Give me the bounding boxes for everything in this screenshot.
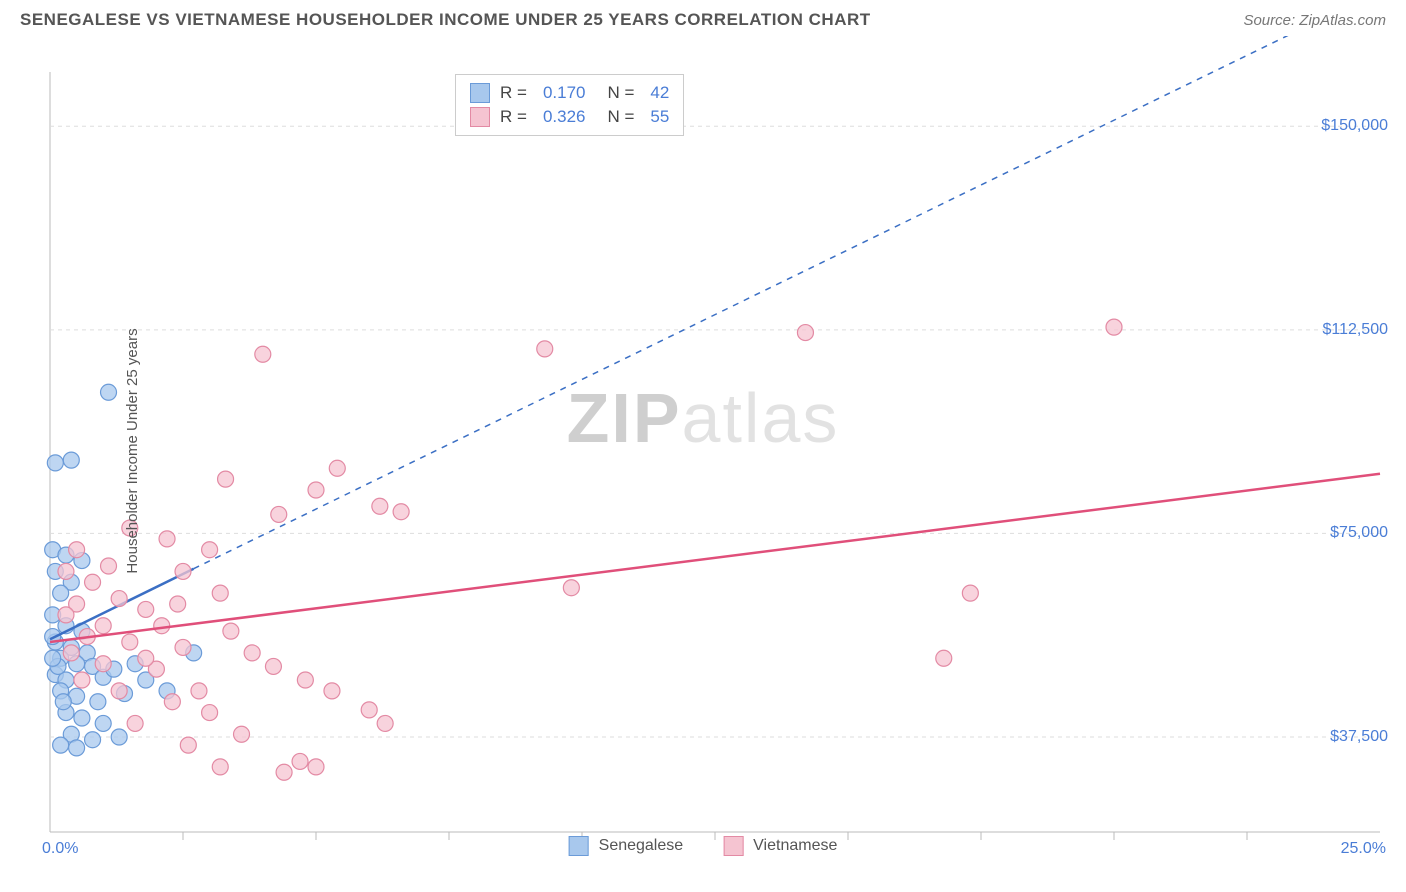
swatch-vietnamese [723, 836, 743, 856]
x-axis-max-label: 25.0% [1341, 840, 1386, 858]
y-tick-label: $150,000 [1321, 117, 1388, 135]
legend-label: Vietnamese [753, 837, 837, 855]
x-axis-min-label: 0.0% [42, 840, 78, 858]
legend-series: Senegalese Vietnamese [569, 836, 838, 856]
y-tick-label: $112,500 [1322, 321, 1388, 339]
legend-stats-row: R = 0.170 N = 42 [470, 81, 669, 105]
source-label: Source: ZipAtlas.com [1243, 12, 1386, 29]
n-value-1: 55 [650, 107, 669, 127]
y-tick-label: $75,000 [1330, 524, 1388, 542]
scatter-plot [0, 36, 1406, 866]
r-value-0: 0.170 [543, 83, 586, 103]
chart-area: Householder Income Under 25 years ZIPatl… [0, 36, 1406, 866]
chart-title: SENEGALESE VS VIETNAMESE HOUSEHOLDER INC… [20, 10, 871, 30]
n-value-0: 42 [650, 83, 669, 103]
legend-item: Senegalese [569, 836, 684, 856]
y-tick-label: $37,500 [1330, 728, 1388, 746]
swatch-senegalese [569, 836, 589, 856]
legend-stats: R = 0.170 N = 42 R = 0.326 N = 55 [455, 74, 684, 136]
header: SENEGALESE VS VIETNAMESE HOUSEHOLDER INC… [0, 0, 1406, 36]
r-value-1: 0.326 [543, 107, 586, 127]
y-axis-label: Householder Income Under 25 years [124, 328, 141, 573]
swatch-series-1 [470, 107, 490, 127]
swatch-series-0 [470, 83, 490, 103]
legend-label: Senegalese [599, 837, 684, 855]
legend-item: Vietnamese [723, 836, 837, 856]
legend-stats-row: R = 0.326 N = 55 [470, 105, 669, 129]
